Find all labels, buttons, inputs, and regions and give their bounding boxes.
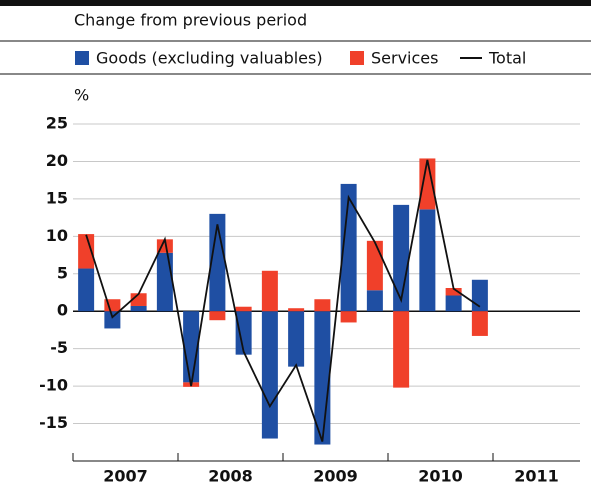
legend-label: Goods (excluding valuables) (96, 49, 323, 68)
y-tick-label: 20 (46, 151, 68, 170)
bar (340, 311, 357, 323)
top-rule (0, 0, 591, 6)
bar (393, 311, 410, 388)
x-group-label: 2011 (514, 467, 559, 486)
bar (471, 311, 488, 336)
bar (235, 306, 252, 312)
bar (261, 311, 278, 439)
y-tick-label: 0 (57, 301, 68, 320)
bar (130, 305, 147, 312)
legend-label: Services (371, 49, 438, 68)
bar (340, 183, 357, 312)
bar (261, 270, 278, 312)
x-group-label: 2008 (208, 467, 253, 486)
y-tick-label: 5 (57, 263, 68, 282)
x-group-label: 2007 (103, 467, 148, 486)
y-unit: % (74, 86, 89, 105)
y-tick-label: 10 (46, 226, 68, 245)
bar (445, 295, 462, 312)
bar (288, 311, 305, 367)
bar (366, 240, 383, 291)
y-tick-label: -10 (39, 376, 68, 395)
y-tick-label: 15 (46, 188, 68, 207)
legend-label: Total (488, 49, 526, 68)
bar (366, 290, 383, 312)
bar (209, 311, 226, 321)
y-tick-label: 25 (46, 114, 68, 133)
x-group-label: 2010 (418, 467, 463, 486)
x-group-label: 2009 (313, 467, 358, 486)
bar (104, 299, 121, 312)
bar (209, 213, 226, 312)
bar (104, 311, 121, 329)
legend-swatch (75, 51, 89, 65)
bar (445, 288, 462, 296)
bar (419, 209, 436, 312)
bar (393, 204, 410, 312)
bar (156, 252, 173, 312)
bar (314, 299, 331, 312)
bar (419, 158, 436, 210)
bar (78, 234, 95, 269)
y-tick-label: -5 (50, 338, 68, 357)
total-line (85, 159, 481, 442)
bar (78, 268, 95, 312)
legend-swatch (350, 51, 364, 65)
y-tick-label: -15 (39, 413, 68, 432)
bar (288, 308, 305, 312)
bar (235, 311, 252, 355)
chart-title: Change from previous period (74, 11, 307, 30)
